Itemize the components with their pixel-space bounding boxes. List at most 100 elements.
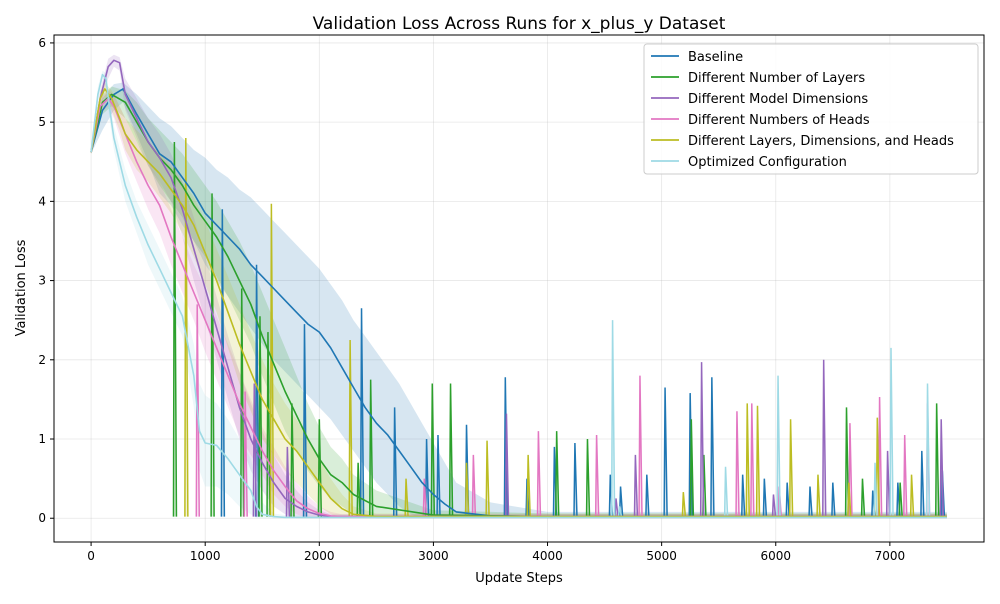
spike-different-numbers-of-heads	[195, 304, 201, 517]
spike-different-model-dimensions	[614, 498, 619, 517]
spike-different-number-of-layers	[689, 419, 695, 517]
spike-optimized-configuration	[776, 375, 781, 517]
spike-different-layers-dimensions-and-heads	[348, 339, 353, 517]
x-tick-label: 1000	[190, 549, 221, 563]
legend-label-different-layers-dimensions-and-heads: Different Layers, Dimensions, and Heads	[688, 134, 954, 149]
spike-different-layers-dimensions-and-heads	[745, 403, 751, 517]
series-line-baseline	[90, 88, 947, 518]
spike-different-number-of-layers	[210, 193, 215, 517]
spike-optimized-configuration	[889, 347, 894, 517]
spike-different-number-of-layers	[368, 379, 374, 517]
spike-different-layers-dimensions-and-heads	[847, 482, 852, 517]
spike-different-number-of-layers	[934, 403, 940, 517]
spike-different-model-dimensions	[699, 362, 705, 517]
spike-baseline	[525, 478, 530, 517]
spike-different-layers-dimensions-and-heads	[404, 478, 409, 517]
spike-different-model-dimensions	[285, 446, 291, 517]
legend-label-optimized-configuration: Optimized Configuration	[688, 155, 847, 170]
spike-different-number-of-layers	[172, 141, 178, 517]
spike-baseline	[424, 438, 430, 517]
x-axis-ticks: 0 1000 2000 3000 4000 5000 6000 7000	[87, 542, 905, 563]
spike-different-numbers-of-heads	[536, 431, 542, 517]
spike-different-layers-dimensions-and-heads	[755, 405, 761, 517]
legend-label-different-number-of-layers: Different Number of Layers	[688, 71, 865, 86]
spike-baseline	[392, 407, 398, 517]
spike-different-layers-dimensions-and-heads	[816, 474, 821, 517]
spike-baseline	[785, 482, 790, 517]
spike-different-model-dimensions	[885, 450, 891, 517]
spike-different-layers-dimensions-and-heads	[526, 454, 531, 517]
spike-different-layers-dimensions-and-heads	[485, 440, 490, 517]
spike-baseline	[920, 450, 925, 517]
spike-different-layers-dimensions-and-heads	[681, 492, 687, 517]
legend-entries: Baseline Different Number of Layers Differ…	[651, 50, 954, 170]
spike-baseline	[645, 474, 650, 517]
spike-different-number-of-layers	[844, 407, 850, 517]
spike-baseline	[220, 209, 226, 517]
y-tick-label: 4	[38, 194, 46, 208]
spike-different-numbers-of-heads	[243, 391, 248, 517]
x-axis-label: Update Steps	[475, 571, 563, 586]
x-tick-label: 5000	[646, 549, 677, 563]
spike-optimized-configuration	[925, 383, 931, 517]
series-lines	[90, 59, 947, 519]
spike-different-numbers-of-heads	[903, 435, 908, 517]
spike-baseline	[762, 478, 768, 517]
spike-baseline	[359, 308, 365, 517]
spike-different-number-of-layers	[356, 462, 361, 517]
spike-baseline	[663, 387, 668, 517]
legend-label-different-model-dimensions: Different Model Dimensions	[688, 92, 868, 107]
series-line-optimized-configuration	[90, 73, 947, 519]
spike-different-numbers-of-heads	[638, 375, 643, 517]
x-tick-label: 4000	[532, 549, 563, 563]
spike-baseline	[740, 474, 746, 517]
plot-frame	[53, 34, 985, 543]
spike-baseline	[808, 486, 813, 517]
spike-different-model-dimensions	[822, 359, 827, 517]
spike-baseline	[831, 482, 836, 517]
spike-optimized-configuration	[610, 320, 616, 517]
spike-different-layers-dimensions-and-heads	[464, 462, 470, 517]
spike-different-numbers-of-heads	[422, 478, 428, 517]
series-line-different-layers-dimensions-and-heads	[90, 88, 947, 518]
x-tick-label: 2000	[304, 549, 335, 563]
x-tick-label: 3000	[418, 549, 449, 563]
spike-optimized-configuration	[617, 506, 623, 517]
spike-different-number-of-layers	[430, 383, 436, 517]
legend: Baseline Different Number of Layers Differ…	[643, 43, 979, 175]
legend-frame	[643, 43, 979, 175]
spike-different-numbers-of-heads	[594, 435, 600, 517]
spike-different-number-of-layers	[240, 288, 245, 517]
spike-different-number-of-layers	[554, 431, 560, 517]
spike-different-model-dimensions	[504, 413, 510, 517]
spike-baseline	[688, 393, 693, 517]
x-tick-label: 7000	[875, 549, 906, 563]
spike-different-layers-dimensions-and-heads	[269, 203, 275, 517]
x-tick-label: 0	[87, 549, 95, 563]
spike-different-number-of-layers	[448, 383, 454, 517]
spike-different-model-dimensions	[252, 383, 258, 517]
y-axis-label: Validation Loss	[14, 239, 29, 336]
y-tick-label: 3	[38, 274, 46, 288]
legend-label-different-numbers-of-heads: Different Numbers of Heads	[688, 113, 870, 128]
spike-baseline	[573, 442, 578, 517]
y-tick-label: 5	[38, 115, 46, 129]
spike-different-layers-dimensions-and-heads	[909, 474, 915, 517]
spike-different-layers-dimensions-and-heads	[184, 137, 189, 517]
spike-baseline	[710, 377, 715, 517]
spike-optimized-configuration	[723, 466, 729, 517]
spike-baseline	[302, 324, 308, 517]
spike-different-model-dimensions	[771, 494, 777, 517]
y-axis-ticks: 0 1 2 3 4 5 6	[38, 36, 54, 525]
spike-different-numbers-of-heads	[735, 411, 740, 517]
spike-optimized-configuration	[873, 462, 878, 517]
band-baseline	[91, 82, 947, 519]
legend-label-baseline: Baseline	[688, 50, 743, 65]
spike-different-model-dimensions	[939, 419, 945, 517]
chart-title: Validation Loss Across Runs for x_plus_y…	[313, 14, 726, 34]
spike-different-number-of-layers	[290, 403, 295, 517]
spike-different-numbers-of-heads	[750, 403, 755, 517]
x-tick-label: 6000	[760, 549, 791, 563]
